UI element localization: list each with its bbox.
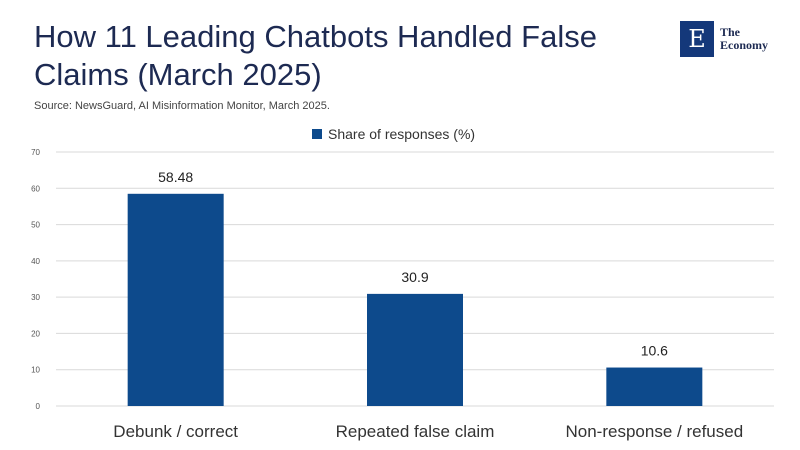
bar <box>127 193 224 406</box>
logo-text: The Economy <box>720 26 768 52</box>
publisher-logo: E The Economy <box>680 20 780 58</box>
logo-line1: The <box>720 25 741 39</box>
legend-swatch <box>312 129 322 139</box>
y-tick-label: 60 <box>31 184 40 193</box>
category-label: Debunk / correct <box>113 422 238 441</box>
legend-label: Share of responses (%) <box>328 126 476 142</box>
logo-line2: Economy <box>720 38 768 52</box>
legend: Share of responses (%) <box>312 126 475 142</box>
data-label: 10.6 <box>641 343 668 359</box>
y-tick-label: 20 <box>31 329 40 338</box>
bar <box>606 367 703 406</box>
y-axis-ticks: 0 10 20 30 40 50 60 70 <box>31 148 40 411</box>
data-labels: 58.48 30.9 10.6 <box>158 169 668 359</box>
y-tick-label: 50 <box>31 221 40 230</box>
y-tick-label: 0 <box>36 402 41 411</box>
chart-title: How 11 Leading Chatbots Handled False Cl… <box>34 19 597 92</box>
bar <box>367 293 463 406</box>
category-label: Repeated false claim <box>336 422 495 441</box>
data-label: 30.9 <box>401 269 428 285</box>
bars <box>127 193 703 406</box>
y-tick-label: 10 <box>31 366 40 375</box>
y-tick-label: 70 <box>31 148 40 157</box>
y-tick-label: 30 <box>31 293 40 302</box>
category-label: Non-response / refused <box>566 422 744 441</box>
logo-mark: E <box>680 21 714 57</box>
y-tick-label: 40 <box>31 257 40 266</box>
data-label: 58.48 <box>158 169 193 185</box>
category-labels: Debunk / correct Repeated false claim Non-… <box>113 422 743 441</box>
source-note: Source: NewsGuard, AI Misinformation Mon… <box>34 100 330 112</box>
